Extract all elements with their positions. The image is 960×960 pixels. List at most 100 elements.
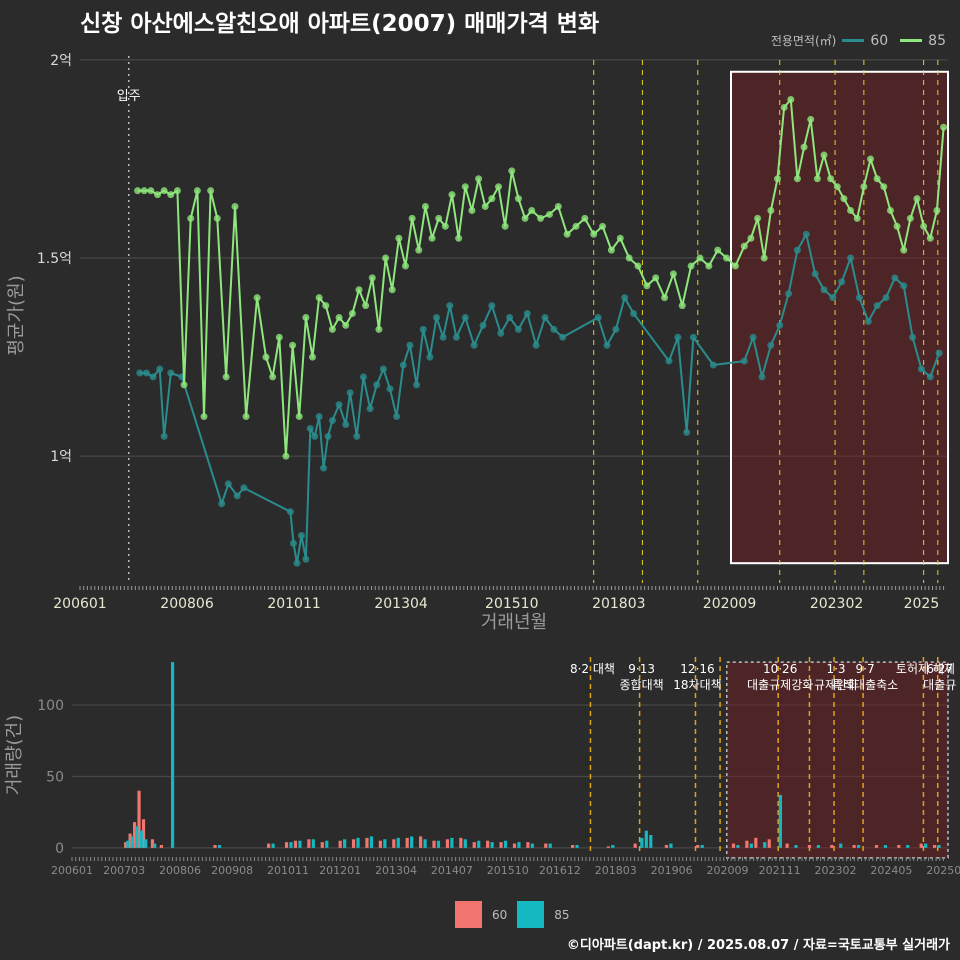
bar-x-tick-label: 201906 xyxy=(651,864,693,877)
bar-85 xyxy=(410,836,414,848)
bar-85 xyxy=(669,843,673,848)
data-point-60 xyxy=(379,365,387,373)
bar-x-tick-label: 200908 xyxy=(211,864,253,877)
bar-60 xyxy=(664,845,669,848)
bar-85 xyxy=(423,839,427,848)
data-point-60 xyxy=(785,290,793,298)
data-point-60 xyxy=(820,286,828,294)
data-point-60 xyxy=(393,413,401,421)
data-point-85 xyxy=(643,282,651,290)
bar-60 xyxy=(132,822,137,848)
data-point-85 xyxy=(388,286,396,294)
data-point-85 xyxy=(714,246,722,254)
data-point-85 xyxy=(495,183,502,191)
data-point-60 xyxy=(559,333,567,341)
bar-60 xyxy=(141,819,146,848)
data-point-60 xyxy=(289,539,297,547)
bar-85 xyxy=(217,845,222,848)
bar-x-tick-label: 201510 xyxy=(487,864,529,877)
data-point-85 xyxy=(940,123,948,131)
data-point-60 xyxy=(767,341,775,349)
data-point-85 xyxy=(193,187,201,195)
data-point-85 xyxy=(563,230,571,238)
data-point-85 xyxy=(616,234,624,242)
data-point-85 xyxy=(355,286,363,294)
policy-annotation: 대출규제강화 xyxy=(747,678,813,692)
data-point-85 xyxy=(315,294,323,302)
bar-85 xyxy=(153,843,157,848)
data-point-85 xyxy=(780,103,788,111)
data-point-85 xyxy=(140,187,148,195)
policy-annotation: 18차대책 xyxy=(673,677,721,692)
bar-y-tick-label: 100 xyxy=(37,698,64,714)
data-point-60 xyxy=(689,333,697,341)
data-point-85 xyxy=(581,214,589,222)
bar-60 xyxy=(338,840,342,848)
data-point-60 xyxy=(749,333,757,341)
bar-60 xyxy=(830,845,834,848)
data-point-85 xyxy=(731,262,739,270)
data-point-60 xyxy=(758,373,766,381)
data-point-60 xyxy=(709,361,717,369)
data-point-60 xyxy=(286,508,294,516)
legend-swatch-85 xyxy=(900,39,923,42)
bar-x-tick-label: 202111 xyxy=(759,864,801,877)
data-point-85 xyxy=(322,302,330,310)
data-point-60 xyxy=(891,274,899,282)
data-point-60 xyxy=(142,369,150,377)
data-point-85 xyxy=(231,203,239,211)
data-point-60 xyxy=(802,230,810,238)
bar-85 xyxy=(325,840,329,848)
data-point-85 xyxy=(253,294,261,302)
bar-85 xyxy=(700,845,704,848)
bar-60 xyxy=(267,843,271,848)
data-point-85 xyxy=(590,230,598,238)
bar-85 xyxy=(450,837,454,848)
data-point-85 xyxy=(282,452,290,460)
bar-85 xyxy=(749,843,753,848)
data-point-60 xyxy=(864,317,872,325)
bar-85 xyxy=(736,845,740,848)
bar-x-tick-label: 202508 xyxy=(926,864,960,877)
bar-60 xyxy=(785,843,789,848)
data-point-60 xyxy=(218,500,226,508)
bar-85 xyxy=(503,840,508,848)
data-point-60 xyxy=(683,428,691,436)
bar-x-tick-label: 202405 xyxy=(870,864,912,877)
data-point-60 xyxy=(373,381,381,389)
bar-60 xyxy=(499,842,503,848)
data-point-85 xyxy=(435,214,443,222)
bar-60 xyxy=(807,845,812,848)
data-point-60 xyxy=(926,373,934,381)
data-point-85 xyxy=(867,155,874,163)
data-point-85 xyxy=(368,274,376,282)
data-point-85 xyxy=(933,206,941,214)
data-point-85 xyxy=(754,214,762,222)
data-point-60 xyxy=(621,294,629,302)
policy-annotation: 8·2 대책 xyxy=(570,661,615,676)
bar-60 xyxy=(932,845,937,848)
highlight-region xyxy=(730,70,949,565)
data-point-85 xyxy=(827,175,835,183)
bar-85 xyxy=(644,830,648,848)
legend-box-85 xyxy=(517,901,545,928)
bar-85 xyxy=(271,843,275,848)
bar-x-tick-label: 200806 xyxy=(159,864,201,877)
bar-60 xyxy=(897,845,901,848)
data-point-60 xyxy=(297,531,305,539)
data-point-85 xyxy=(342,321,350,329)
data-point-85 xyxy=(269,373,277,381)
data-point-60 xyxy=(224,480,232,488)
data-point-85 xyxy=(147,187,155,195)
data-point-85 xyxy=(913,195,921,203)
data-point-60 xyxy=(233,492,241,500)
data-point-85 xyxy=(421,203,429,211)
bar-60 xyxy=(137,790,141,848)
data-point-60 xyxy=(541,313,549,321)
data-point-60 xyxy=(900,282,908,290)
y-tick-label: 1억 xyxy=(50,449,72,465)
data-point-60 xyxy=(838,278,846,286)
policy-annotation: 규제완화 xyxy=(814,678,858,692)
data-point-85 xyxy=(860,183,868,191)
data-point-85 xyxy=(200,413,208,421)
